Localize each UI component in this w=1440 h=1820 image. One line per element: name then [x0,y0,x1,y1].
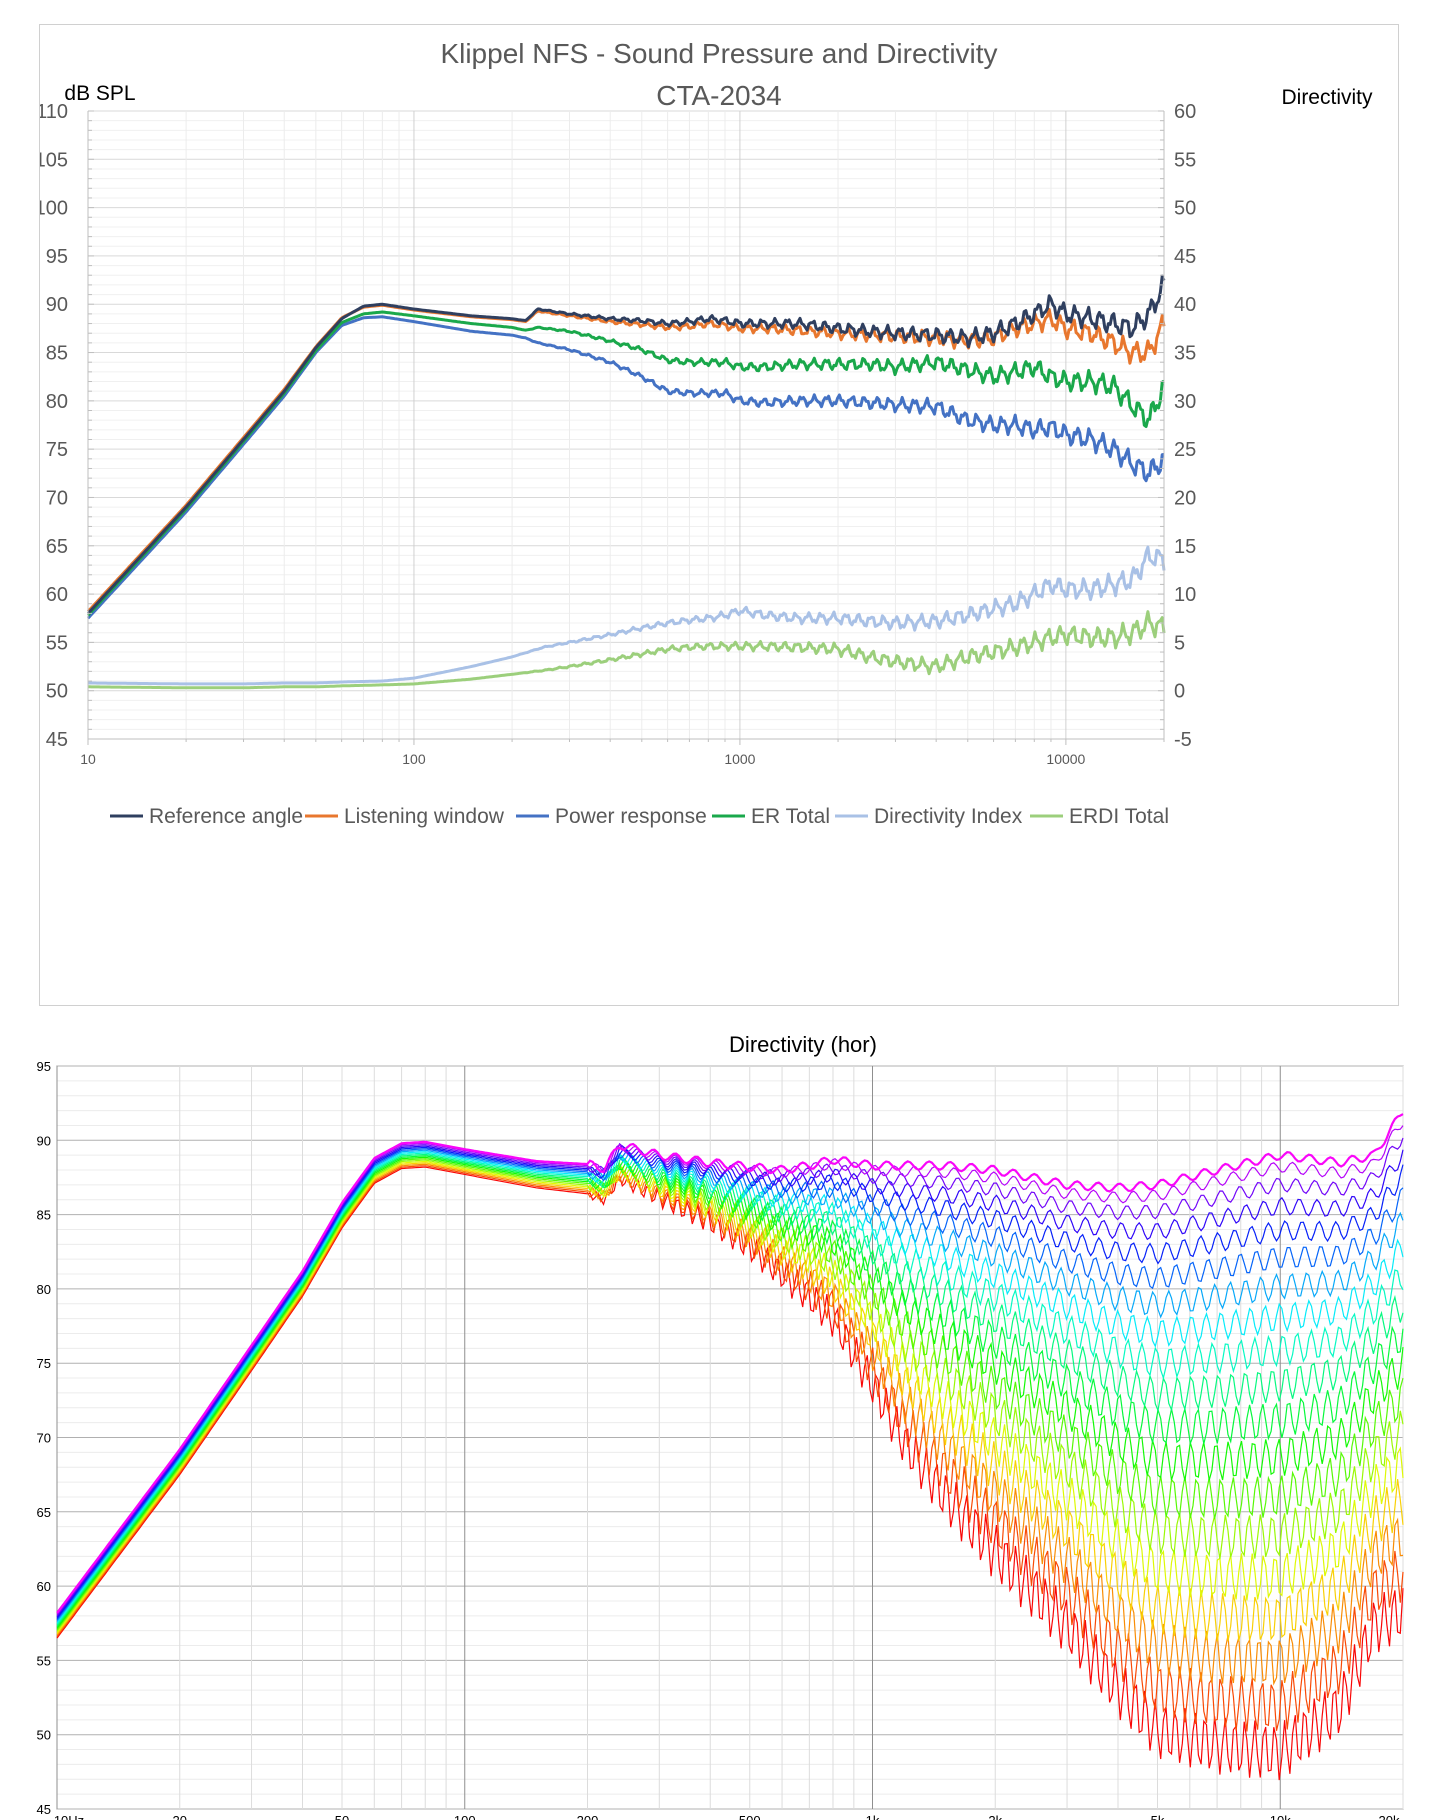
y-tick-label-left: 65 [46,536,68,558]
series-line-er-total [86,310,1165,617]
directivity-curve [56,1153,1404,1626]
y-tick-label: 60 [37,1579,51,1594]
directivity-curve [56,1158,1404,1631]
directivity-curve [56,1166,1404,1781]
directivity-curve [56,1149,1404,1622]
cta2034-chart-panel: Klippel NFS - Sound Pressure and Directi… [39,24,1399,1006]
legend-label: Reference angle [149,805,303,828]
chart1-left-axis-label: dB SPL [64,82,135,105]
y-tick-label-right: 5 [1174,632,1185,654]
x-tick-label: 10k [1270,1813,1291,1820]
y-tick-label-left: 55 [46,632,68,654]
y-tick-label-right: -5 [1174,729,1192,751]
chart1-right-axis-label: Directivity [1281,86,1373,109]
y-tick-label: 90 [37,1133,51,1148]
chart1-subtitle: CTA-2034 [656,80,782,111]
y-tick-label-right: 40 [1174,294,1196,316]
y-tick-label-left: 105 [40,149,68,171]
directivity-curve [56,1148,1404,1621]
y-tick-label-left: 85 [46,343,68,365]
directivity-curve [56,1162,1404,1642]
y-tick-label-left: 45 [46,729,68,751]
y-tick-label-left: 70 [46,487,68,509]
y-tick-label-left: 100 [40,198,68,220]
legend-label: ER Total [751,805,830,828]
directivity-curve [56,1151,1404,1624]
x-tick-label: 20 [173,1813,187,1820]
chart2-title: Directivity (hor) [729,1032,877,1057]
x-tick-label: 100 [402,751,426,767]
y-tick-label-right: 10 [1174,584,1196,606]
directivity-hor-chart-panel: Directivity (hor) 95 90 85 80 75 70 65 60 55 50 45… [0,1030,1440,1820]
y-tick-label-left: 80 [46,391,68,413]
y-tick-label: 85 [37,1208,51,1223]
y-tick-label-left: 50 [46,681,68,703]
y-tick-label: 50 [37,1728,51,1743]
y-tick-label-left: 110 [40,101,68,123]
y-tick-label: 45 [37,1802,51,1817]
x-tick-label: 20k [1379,1813,1400,1820]
series-line-reference-angle [86,274,1166,615]
x-tick-label: 2k [988,1813,1002,1820]
y-tick-label: 75 [37,1356,51,1371]
y-tick-label-right: 55 [1174,149,1196,171]
chart1-title: Klippel NFS - Sound Pressure and Directi… [440,38,997,69]
y-tick-label-left: 95 [46,246,68,268]
y-tick-label-left: 90 [46,294,68,316]
x-tick-label: 10000 [1046,751,1085,767]
x-tick-label: 200 [577,1813,599,1820]
y-tick-label-right: 50 [1174,198,1196,220]
series-line-directivity-index [88,545,1166,686]
y-tick-label-right: 0 [1174,681,1185,703]
y-tick-label-right: 20 [1174,487,1196,509]
x-tick-label: 5k [1151,1813,1165,1820]
y-tick-label-left: 60 [46,584,68,606]
x-tick-label: 1000 [724,751,755,767]
x-tick-label: 500 [739,1813,761,1820]
directivity-curve [56,1159,1404,1632]
y-tick-label-right: 30 [1174,391,1196,413]
legend-label: Directivity Index [874,805,1023,828]
series-line-erdi-total [88,610,1166,690]
directivity-curve [56,1156,1404,1629]
y-tick-label-right: 45 [1174,246,1196,268]
legend-label: ERDI Total [1069,805,1169,828]
y-tick-label: 65 [37,1505,51,1520]
directivity-curve [56,1146,1404,1619]
x-tick-label: 10Hz [54,1813,84,1820]
cta2034-chart: Klippel NFS - Sound Pressure and Directi… [40,38,1373,828]
y-tick-label-right: 25 [1174,439,1196,461]
x-tick-label: 10 [80,751,96,767]
y-tick-label: 55 [37,1653,51,1668]
y-tick-label: 95 [37,1059,51,1074]
directivity-hor-chart: Directivity (hor) 95 90 85 80 75 70 65 60 55 50 45… [37,1032,1404,1820]
series-line-power-response [86,315,1165,620]
legend-label: Listening window [344,805,505,828]
y-tick-label-left: 75 [46,439,68,461]
y-tick-label: 70 [37,1431,51,1446]
y-tick-label-right: 35 [1174,343,1196,365]
directivity-curve [56,1113,1404,1614]
x-tick-label: 100 [454,1813,476,1820]
x-tick-label: 50 [335,1813,349,1820]
y-tick-label-right: 60 [1174,101,1196,123]
x-tick-label: 1k [866,1813,880,1820]
directivity-curve [56,1137,1404,1617]
legend-label: Power response [555,805,707,828]
chart1-legend: Reference angle Listening window Power res… [110,805,1169,828]
y-tick-label: 80 [37,1282,51,1297]
y-tick-label-right: 15 [1174,536,1196,558]
